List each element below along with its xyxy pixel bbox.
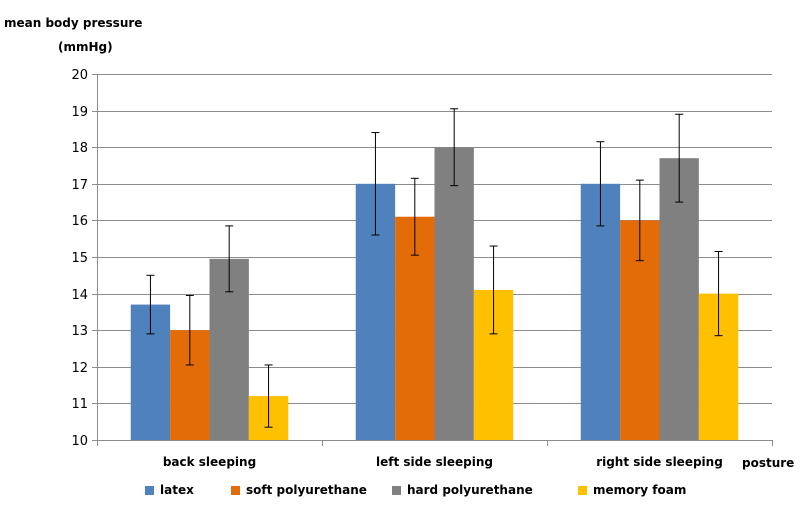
bar — [659, 158, 699, 440]
y-tick-label: 13 — [71, 324, 88, 339]
y-tick-label: 19 — [71, 105, 88, 120]
y-axis-label-line2: (mmHg) — [58, 40, 113, 54]
legend-swatch-latex — [145, 485, 154, 495]
legend-swatch-soft-polyurethane — [231, 485, 240, 495]
y-axis-label-line1: mean body pressure — [4, 16, 143, 30]
bar — [434, 147, 474, 440]
y-tick-label: 14 — [71, 288, 88, 303]
y-tick-label: 11 — [71, 397, 88, 412]
y-tick-label: 16 — [71, 214, 88, 229]
legend-swatch-hard-polyurethane — [392, 485, 401, 495]
legend-label-latex: latex — [160, 483, 194, 497]
legend-item-hard-polyurethane: hard polyurethane — [392, 480, 533, 500]
x-tick-label: back sleeping — [163, 455, 256, 469]
legend-label-hard-polyurethane: hard polyurethane — [407, 483, 533, 497]
y-tick-label: 17 — [71, 178, 88, 193]
x-axis-label: posture — [742, 456, 795, 470]
legend-label-soft-polyurethane: soft polyurethane — [246, 483, 367, 497]
legend: latex soft polyurethane hard polyurethan… — [0, 480, 811, 502]
legend-item-memory-foam: memory foam — [578, 480, 686, 500]
legend-swatch-memory-foam — [578, 485, 587, 495]
x-tick-label: left side sleeping — [376, 455, 493, 469]
y-tick-label: 12 — [71, 361, 88, 376]
y-tick-label: 20 — [71, 68, 88, 83]
legend-item-soft-polyurethane: soft polyurethane — [231, 480, 367, 500]
y-tick-label: 10 — [71, 434, 88, 449]
y-tick-label: 18 — [71, 141, 88, 156]
legend-label-memory-foam: memory foam — [593, 483, 687, 497]
legend-item-latex: latex — [145, 480, 194, 500]
y-tick-label: 15 — [71, 251, 88, 266]
x-tick-label: right side sleeping — [596, 455, 723, 469]
bar — [580, 183, 621, 441]
